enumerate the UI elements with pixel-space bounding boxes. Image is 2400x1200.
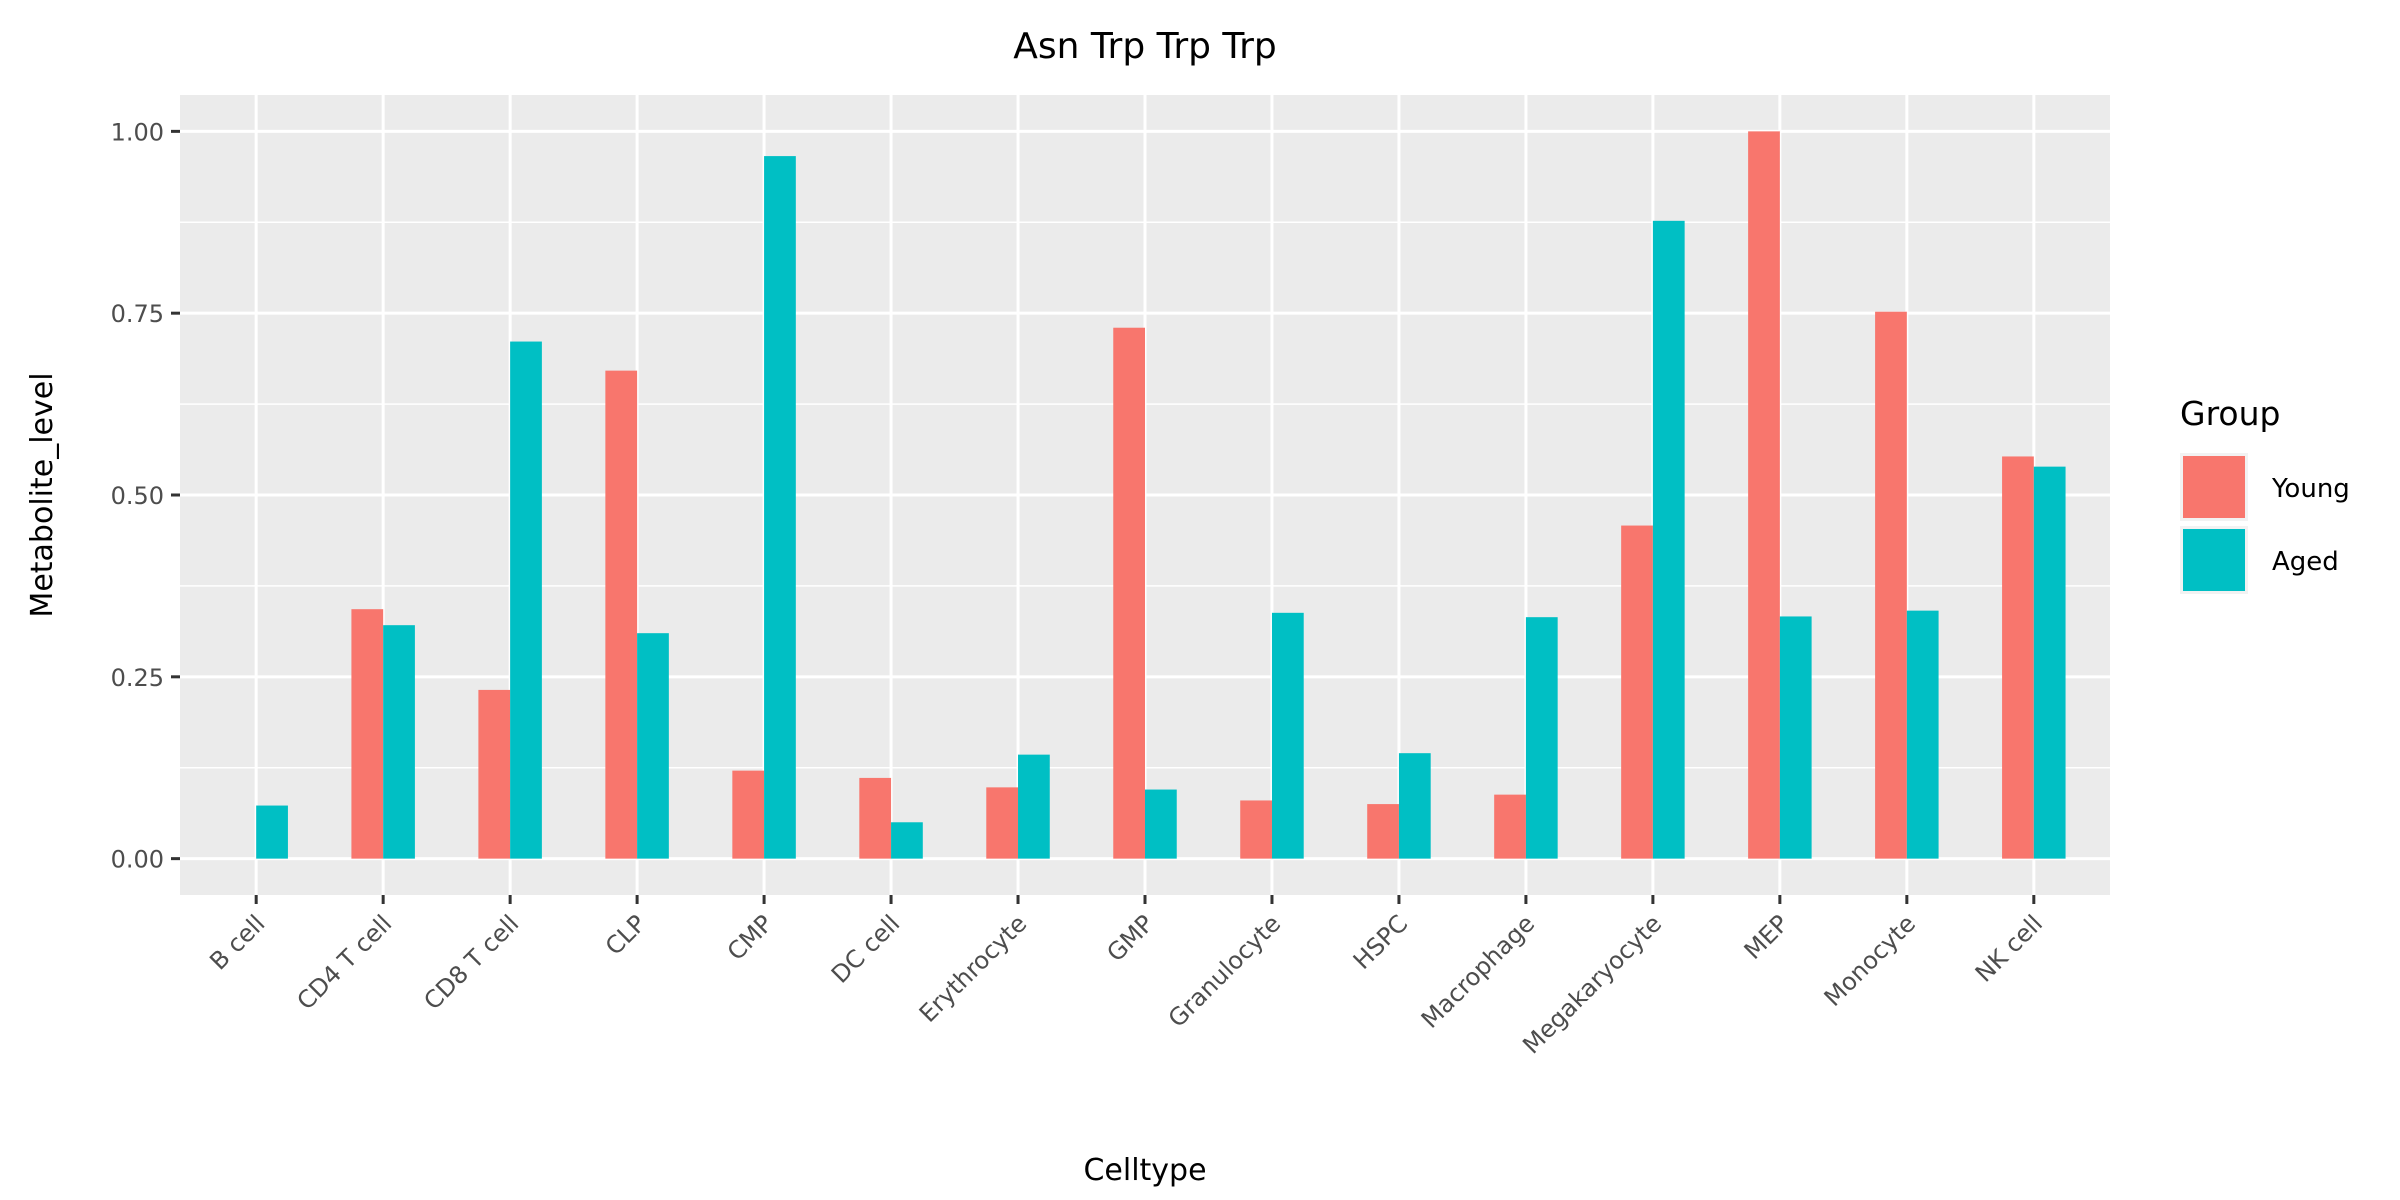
- x-tick-label: CMP: [722, 909, 779, 966]
- bar-young-clp: [605, 370, 638, 859]
- bar-young-cd8-t-cell: [478, 689, 511, 859]
- x-tick-label: MEP: [1739, 909, 1794, 964]
- legend-title: Group: [2180, 394, 2280, 433]
- legend-label-aged: Aged: [2272, 547, 2339, 577]
- x-tick-label: Macrophage: [1416, 909, 1540, 1033]
- y-axis: 0.00 0.25 0.50 0.75 1.00: [111, 118, 180, 874]
- x-tick-label: B cell: [204, 909, 270, 975]
- y-tick-label: 1.00: [111, 118, 164, 146]
- bar-aged-clp: [637, 633, 669, 859]
- legend-key-aged: [2183, 529, 2245, 591]
- bar-young-granulocyte: [1240, 800, 1272, 859]
- y-tick-label: 0.75: [111, 300, 164, 328]
- bar-aged-dc-cell: [891, 822, 923, 859]
- x-axis-title: Celltype: [1083, 1153, 1206, 1188]
- bar-young-megakaryocyte: [1621, 525, 1653, 859]
- y-tick-label: 0.50: [111, 482, 164, 510]
- x-tick-label: CD8 T cell: [418, 909, 524, 1015]
- x-tick-label: Granulocyte: [1163, 909, 1286, 1032]
- bar-young-cmp: [732, 770, 765, 859]
- bar-aged-mep: [1779, 616, 1812, 859]
- bar-aged-macrophage: [1525, 617, 1558, 859]
- bar-aged-cd8-t-cell: [510, 341, 542, 859]
- bar-young-mep: [1748, 131, 1780, 859]
- bar-aged-erythrocyte: [1018, 754, 1050, 859]
- bar-aged-gmp: [1145, 789, 1177, 859]
- x-tick-label: NK cell: [1970, 909, 2048, 987]
- bar-young-macrophage: [1494, 794, 1526, 859]
- x-tick-label: Monocyte: [1819, 909, 1921, 1011]
- x-axis: B cell CD4 T cell CD8 T cell CLP CMP DC cell E…: [204, 895, 2048, 1059]
- legend-key-young: [2183, 456, 2245, 518]
- x-tick-label: CLP: [600, 909, 651, 960]
- x-tick-label: HSPC: [1348, 909, 1413, 974]
- bar-young-dc-cell: [859, 777, 892, 859]
- bar-aged-granulocyte: [1271, 612, 1304, 859]
- x-tick-label: GMP: [1101, 909, 1159, 967]
- bars: [256, 131, 2066, 859]
- bar-young-gmp: [1113, 327, 1145, 859]
- x-tick-label: Megakaryocyte: [1517, 909, 1667, 1059]
- bar-young-erythrocyte: [986, 787, 1019, 859]
- x-tick-label: Erythrocyte: [914, 909, 1032, 1027]
- bar-aged-b-cell: [256, 805, 288, 859]
- x-tick-label: CD4 T cell: [292, 909, 398, 1015]
- legend: Group Young Aged: [2180, 394, 2350, 594]
- y-tick-label: 0.00: [111, 846, 164, 874]
- legend-label-young: Young: [2271, 474, 2350, 504]
- bar-aged-monocyte: [1906, 610, 1939, 859]
- chart-title: Asn Trp Trp Trp: [1013, 26, 1277, 67]
- bar-aged-nk-cell: [2033, 466, 2066, 859]
- y-tick-label: 0.25: [111, 664, 164, 692]
- bar-young-nk-cell: [2002, 456, 2034, 859]
- bar-aged-cmp: [764, 156, 796, 859]
- bar-young-cd4-t-cell: [351, 609, 384, 859]
- y-axis-title: Metabolite_level: [25, 372, 60, 617]
- bar-aged-megakaryocyte: [1652, 220, 1685, 859]
- x-tick-label: DC cell: [826, 909, 905, 988]
- bar-aged-cd4-t-cell: [383, 625, 415, 859]
- bar-young-hspc: [1367, 804, 1399, 859]
- bar-aged-hspc: [1398, 753, 1431, 859]
- bar-young-monocyte: [1875, 311, 1907, 859]
